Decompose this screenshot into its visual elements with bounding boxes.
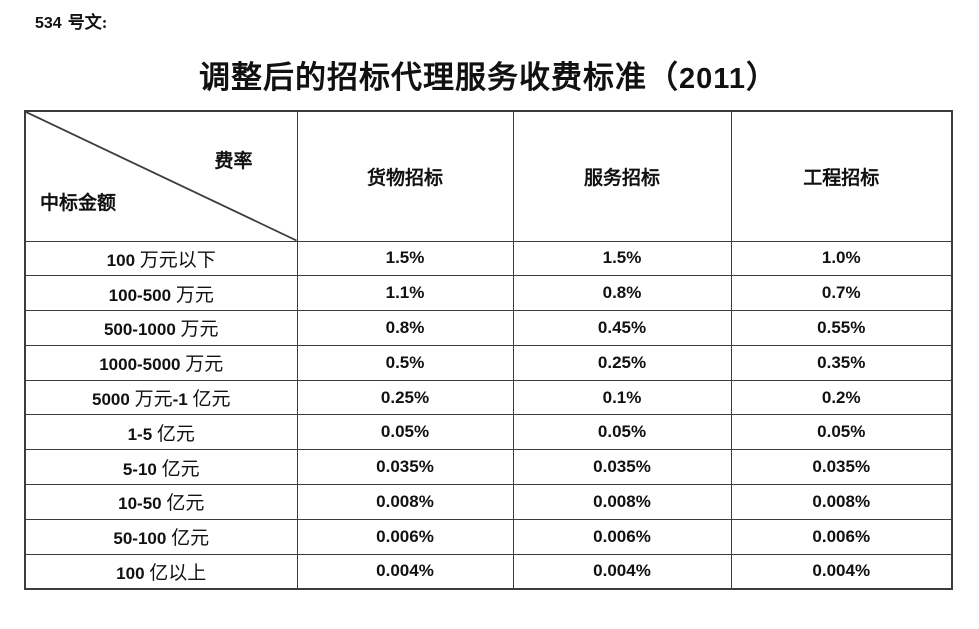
title-year: 2011 xyxy=(679,63,746,95)
rate-cell-services: 0.05% xyxy=(512,414,732,451)
rate-cell-services: 0.035% xyxy=(512,449,732,486)
column-header-engineering-bidding: 工程招标 xyxy=(730,110,953,242)
rate-cell-services: 0.45% xyxy=(512,310,732,346)
corner-label-amount: 中标金额 xyxy=(40,192,117,214)
amount-number: 1-5 xyxy=(127,424,153,444)
rate-cell-services: 0.008% xyxy=(512,484,732,520)
rate-cell-engineering: 0.55% xyxy=(730,310,953,346)
rate-cell-engineering: 0.35% xyxy=(730,344,953,381)
corner-header-cell: 费率 中标金额 xyxy=(24,110,298,242)
rate-cell-engineering: 0.2% xyxy=(730,379,953,416)
rate-cell-engineering: 0.05% xyxy=(730,414,953,451)
table-row: 5-10 亿元 0.035% 0.035% 0.035% xyxy=(24,449,953,486)
doc-number: 534 xyxy=(35,15,62,32)
diagonal-divider-line xyxy=(26,112,296,240)
rate-cell-goods: 1.5% xyxy=(296,240,514,277)
table-row: 100 万元以下 1.5% 1.5% 1.0% xyxy=(24,240,953,277)
rate-cell-goods: 0.008% xyxy=(296,484,514,520)
table-row: 5000 万元-1 亿元 0.25% 0.1% 0.2% xyxy=(24,379,953,416)
table-row: 1-5 亿元 0.05% 0.05% 0.05% xyxy=(24,414,953,451)
rate-cell-services: 0.004% xyxy=(512,553,732,590)
table-row: 1000-5000 万元 0.5% 0.25% 0.35% xyxy=(24,344,953,381)
table-row: 10-50 亿元 0.008% 0.008% 0.008% xyxy=(24,484,953,520)
column-header-services-bidding: 服务招标 xyxy=(512,110,732,242)
table-row: 50-100 亿元 0.006% 0.006% 0.006% xyxy=(24,518,953,555)
table-row: 500-1000 万元 0.8% 0.45% 0.55% xyxy=(24,310,953,346)
rate-cell-engineering: 0.7% xyxy=(730,275,953,312)
rate-cell-goods: 0.8% xyxy=(296,310,514,346)
rate-cell-services: 0.006% xyxy=(512,518,732,555)
header-row: 费率 中标金额 货物招标 服务招标 工程招标 xyxy=(24,110,953,242)
amount-cell: 1000-5000 万元 xyxy=(24,344,298,381)
amount-number: 100-500 xyxy=(108,285,172,305)
amount-cell: 500-1000 万元 xyxy=(24,310,298,346)
rate-cell-services: 0.8% xyxy=(512,275,732,312)
amount-cell: 5-10 亿元 xyxy=(24,449,298,486)
rate-cell-goods: 0.5% xyxy=(296,344,514,381)
title-close-paren: ） xyxy=(745,60,778,95)
column-header-goods-bidding: 货物招标 xyxy=(296,110,514,242)
amount-number: 100 xyxy=(116,563,145,583)
rate-cell-services: 0.1% xyxy=(512,379,732,416)
table-body: 100 万元以下 1.5% 1.5% 1.0% 100-500 万元 1.1% 0.8% 0.… xyxy=(24,240,953,590)
rate-cell-engineering: 1.0% xyxy=(730,240,953,277)
table-row: 100 亿以上 0.004% 0.004% 0.004% xyxy=(24,553,953,590)
rate-cell-engineering: 0.008% xyxy=(730,484,953,520)
corner-label-rate: 费率 xyxy=(214,151,253,172)
fee-rate-table: 费率 中标金额 货物招标 服务招标 工程招标 100 万元以下 1.5% 1.5% 1… xyxy=(24,110,953,590)
rate-cell-services: 0.25% xyxy=(512,344,732,381)
rate-cell-goods: 1.1% xyxy=(296,275,514,312)
amount-cell: 50-100 亿元 xyxy=(24,518,298,555)
rate-cell-engineering: 0.035% xyxy=(730,449,953,486)
amount-cell: 100-500 万元 xyxy=(24,275,298,312)
table-header: 费率 中标金额 货物招标 服务招标 工程招标 xyxy=(24,110,953,242)
amount-cell: 100 亿以上 xyxy=(24,553,298,590)
amount-number: -1 xyxy=(172,390,188,410)
rate-cell-engineering: 0.006% xyxy=(730,518,953,555)
rate-cell-goods: 0.035% xyxy=(296,449,514,486)
amount-cell: 5000 万元-1 亿元 xyxy=(24,379,298,416)
rate-cell-engineering: 0.004% xyxy=(730,553,953,590)
title-text: 调整后的招标代理服务收费标准（ xyxy=(199,60,680,95)
table-row: 100-500 万元 1.1% 0.8% 0.7% xyxy=(24,275,953,312)
amount-number: 100 xyxy=(106,250,136,270)
doc-reference: 534 号文: xyxy=(35,8,107,33)
amount-number: 5-10 xyxy=(122,459,157,479)
rate-cell-goods: 0.006% xyxy=(296,518,514,555)
amount-cell: 100 万元以下 xyxy=(24,240,298,277)
amount-number: 1000-5000 xyxy=(99,355,181,375)
rate-cell-goods: 0.004% xyxy=(296,553,514,590)
amount-cell: 10-50 亿元 xyxy=(24,484,298,520)
amount-number: 500-1000 xyxy=(103,320,176,340)
doc-label: 号文: xyxy=(67,13,108,32)
rate-cell-goods: 0.25% xyxy=(296,379,514,416)
page-title: 调整后的招标代理服务收费标准（2011） xyxy=(24,52,953,97)
amount-cell: 1-5 亿元 xyxy=(24,414,298,451)
rate-cell-goods: 0.05% xyxy=(296,414,514,451)
amount-number: 50-100 xyxy=(113,529,167,549)
rate-cell-services: 1.5% xyxy=(512,240,732,277)
amount-number: 10-50 xyxy=(118,494,162,514)
amount-number: 5000 xyxy=(92,390,130,410)
